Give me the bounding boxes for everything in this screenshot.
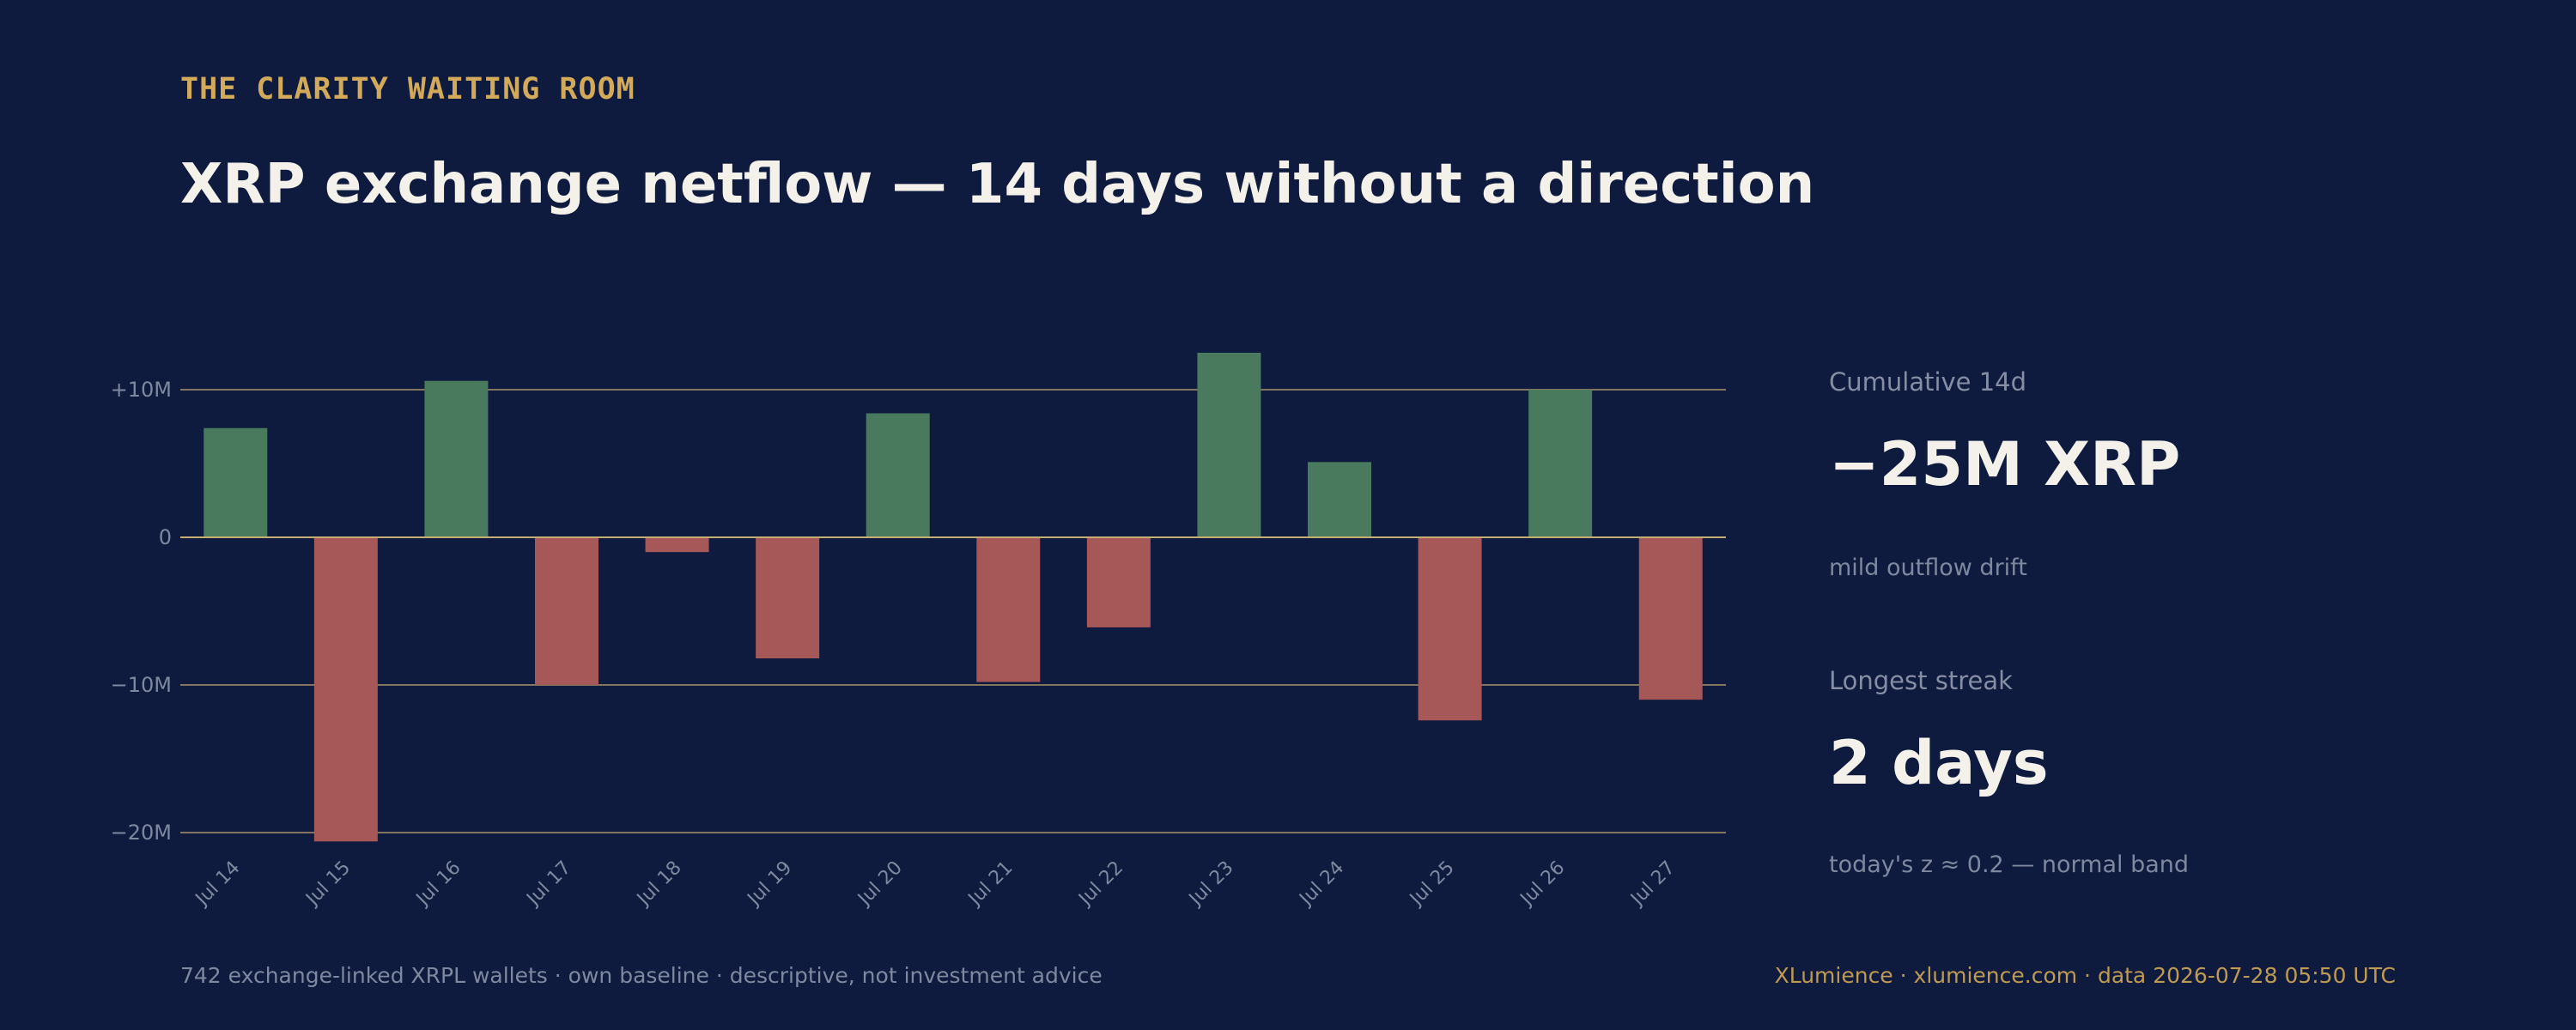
x-tick-label: Jul 24 (1295, 857, 1349, 912)
bar-jul-27 (1638, 537, 1703, 700)
x-axis-ticks: Jul 14 Jul 15 Jul 16 Jul 17 Jul 18 Jul 19 Jul … (191, 857, 1680, 912)
y-axis-ticks: +10M 0 −10M −20M (111, 378, 172, 845)
cumulative-note: mild outflow drift (1829, 554, 2027, 581)
y-tick-label: −20M (111, 821, 172, 845)
x-tick-label: Jul 20 (853, 857, 907, 912)
bars (180, 353, 1726, 842)
bar-jul-18 (645, 537, 709, 553)
x-tick-label: Jul 22 (1073, 857, 1127, 912)
bar-jul-26 (1528, 390, 1593, 537)
bar-jul-24 (1308, 462, 1371, 537)
bar-jul-16 (424, 380, 489, 537)
page-title: XRP exchange netflow — 14 days without a… (180, 153, 1815, 216)
x-tick-label: Jul 21 (963, 857, 1018, 912)
x-tick-label: Jul 14 (191, 857, 245, 912)
bar-jul-17 (535, 537, 598, 685)
y-tick-label: +10M (111, 378, 172, 402)
bar-jul-15 (313, 537, 378, 842)
cumulative-label: Cumulative 14d (1829, 367, 2027, 397)
y-tick-label: −10M (111, 673, 172, 697)
footer-methodology: 742 exchange-linked XRPL wallets · own b… (180, 963, 1103, 988)
streak-label: Longest streak (1829, 666, 2013, 695)
bar-jul-25 (1418, 537, 1482, 721)
cumulative-value: −25M XRP (1829, 429, 2181, 500)
bar-jul-21 (976, 537, 1041, 682)
x-tick-label: Jul 17 (522, 857, 576, 912)
bar-jul-23 (1197, 353, 1261, 537)
x-tick-label: Jul 25 (1405, 857, 1459, 912)
bar-jul-20 (866, 413, 930, 537)
x-tick-label: Jul 16 (411, 857, 465, 912)
kicker: THE CLARITY WAITING ROOM (180, 72, 635, 106)
x-tick-label: Jul 19 (743, 857, 797, 912)
gridlines (180, 389, 1726, 833)
x-tick-label: Jul 15 (301, 857, 355, 912)
streak-value: 2 days (1829, 728, 2049, 798)
x-tick-label: Jul 26 (1516, 857, 1570, 912)
bar-jul-14 (204, 427, 268, 537)
x-tick-label: Jul 23 (1184, 857, 1238, 912)
bar-jul-19 (756, 537, 820, 659)
x-tick-label: Jul 27 (1625, 857, 1680, 912)
bar-jul-22 (1086, 537, 1151, 627)
x-tick-label: Jul 18 (632, 857, 686, 912)
streak-note: today's z ≈ 0.2 — normal band (1829, 851, 2190, 878)
footer-source: XLumience · xlumience.com · data 2026-07… (1774, 963, 2396, 988)
y-tick-label: 0 (159, 525, 172, 549)
